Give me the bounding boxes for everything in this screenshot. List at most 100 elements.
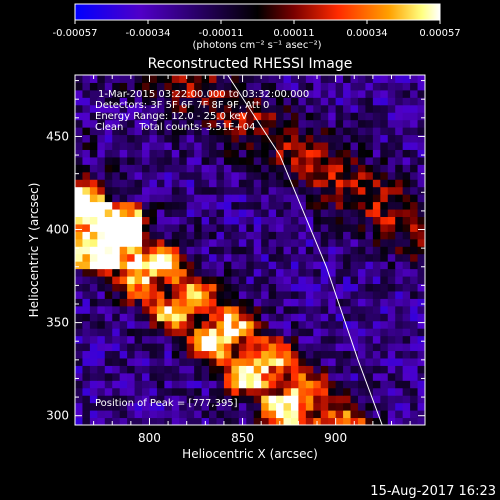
heatmap-cell — [149, 82, 158, 91]
heatmap-cell — [171, 343, 180, 352]
heatmap-cell — [402, 298, 411, 307]
heatmap-cell — [313, 313, 322, 322]
heatmap-cell — [179, 75, 188, 83]
heatmap-cell — [395, 89, 404, 98]
heatmap-cell — [253, 320, 262, 329]
heatmap-cell — [380, 97, 389, 106]
heatmap-cell — [298, 372, 307, 381]
heatmap-cell — [104, 238, 113, 247]
heatmap-cell — [357, 298, 366, 307]
heatmap-cell — [320, 380, 329, 389]
heatmap-cell — [97, 357, 106, 366]
heatmap-cell — [164, 305, 173, 314]
heatmap-cell — [395, 365, 404, 374]
heatmap-cell — [149, 417, 158, 425]
heatmap-cell — [313, 89, 322, 98]
heatmap-cell — [335, 216, 344, 225]
heatmap-cell — [156, 290, 165, 299]
heatmap-cell — [134, 149, 143, 158]
heatmap-cell — [186, 194, 195, 203]
heatmap-cell — [246, 142, 255, 150]
heatmap-cell — [112, 112, 121, 121]
heatmap-cell — [127, 253, 136, 262]
heatmap-cell — [395, 417, 404, 425]
heatmap-cell — [395, 402, 404, 411]
heatmap-cell — [127, 328, 136, 337]
heatmap-cell — [387, 320, 396, 329]
heatmap-cell — [134, 223, 143, 232]
heatmap-cell — [89, 119, 98, 128]
heatmap-cell — [164, 149, 173, 158]
heatmap-cell — [290, 417, 299, 425]
colorbar-ticks: -0.00057 -0.00034 -0.00011 0.00011 0.00034 0.… — [53, 20, 461, 39]
heatmap-cell — [104, 246, 113, 255]
heatmap-cell — [164, 209, 173, 217]
heatmap-cell — [372, 395, 381, 404]
heatmap-cell — [75, 365, 83, 374]
heatmap-cell — [410, 127, 419, 136]
heatmap-cell — [328, 89, 337, 98]
heatmap-cell — [171, 261, 180, 270]
heatmap-cell — [82, 417, 91, 425]
heatmap-cell — [142, 313, 150, 322]
heatmap-cell — [395, 97, 404, 106]
heatmap-cell — [231, 290, 240, 299]
heatmap-cell — [357, 246, 366, 255]
heatmap-cell — [201, 82, 210, 91]
heatmap-cell — [410, 380, 419, 389]
heatmap-cell — [209, 328, 217, 337]
heatmap-cell — [119, 365, 128, 374]
heatmap-cell — [305, 216, 314, 225]
heatmap-cell — [246, 261, 255, 270]
heatmap-cell — [104, 75, 113, 83]
heatmap-cell — [127, 410, 136, 419]
heatmap-cell — [320, 268, 329, 277]
heatmap-cell — [127, 142, 136, 150]
heatmap-cell — [216, 357, 225, 366]
heatmap-cell — [328, 112, 337, 121]
heatmap-cell — [209, 402, 217, 411]
heatmap-cell — [216, 223, 225, 232]
heatmap-cell — [387, 216, 396, 225]
heatmap-cell — [283, 119, 292, 128]
heatmap-cell — [313, 246, 322, 255]
heatmap-cell — [357, 372, 366, 381]
heatmap-cell — [320, 89, 329, 98]
heatmap-cell — [164, 350, 173, 359]
heatmap-cell — [372, 223, 381, 232]
heatmap-cell — [194, 365, 203, 374]
heatmap-cell — [112, 149, 121, 158]
heatmap-cell — [365, 298, 374, 307]
heatmap-cell — [82, 119, 91, 128]
heatmap-cell — [209, 313, 217, 322]
heatmap-cell — [127, 97, 136, 106]
heatmap-cell — [238, 246, 247, 255]
heatmap-cell — [186, 223, 195, 232]
heatmap-cell — [276, 201, 285, 210]
heatmap-cell — [201, 134, 210, 143]
heatmap-cell — [335, 75, 344, 83]
heatmap-cell — [380, 246, 389, 255]
heatmap-cell — [276, 134, 285, 143]
heatmap-cell — [89, 276, 98, 285]
heatmap-cell — [305, 97, 314, 106]
heatmap-cell — [89, 290, 98, 299]
heatmap-cell — [253, 89, 262, 98]
heatmap-cell — [395, 179, 404, 188]
heatmap-cell — [276, 283, 285, 292]
heatmap-cell — [253, 268, 262, 277]
heatmap-cell — [253, 380, 262, 389]
heatmap-cell — [290, 276, 299, 285]
heatmap-cell — [268, 313, 277, 322]
heatmap-cell — [365, 171, 374, 180]
heatmap-cell — [149, 305, 158, 314]
heatmap-cell — [261, 97, 270, 106]
heatmap-cell — [410, 387, 419, 396]
heatmap-cell — [298, 417, 307, 425]
heatmap-cell — [372, 261, 381, 270]
heatmap-cell — [350, 261, 359, 270]
heatmap-cell — [372, 313, 381, 322]
heatmap-cell — [410, 261, 419, 270]
heatmap-cell — [238, 179, 247, 188]
heatmap-cell — [276, 380, 285, 389]
